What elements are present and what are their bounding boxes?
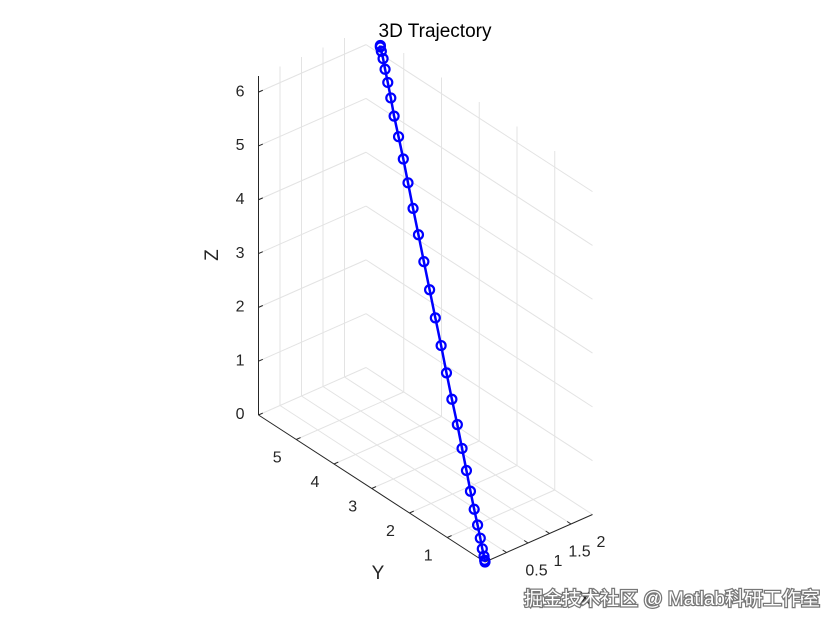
y-tick-label: 3 — [348, 499, 357, 516]
trajectory-line — [379, 45, 487, 563]
grid-line — [258, 367, 367, 416]
grid-line — [258, 259, 367, 308]
trajectory-marker — [446, 393, 458, 405]
z-tick — [258, 251, 264, 255]
x-tick-label: 2 — [597, 534, 606, 551]
y-tick — [296, 437, 301, 440]
y-tick-label: 4 — [311, 474, 320, 491]
grid-line — [258, 44, 367, 93]
z-tick-label: 4 — [236, 191, 245, 208]
axes: 0.5 1 1.5 2 1 2 3 4 5 0 1 2 3 4 5 6 — [236, 76, 606, 580]
plot-area — [374, 39, 491, 568]
z-tick — [258, 358, 264, 362]
grid-line — [365, 313, 593, 462]
x-tick-label: 0.5 — [525, 563, 547, 580]
grid-line — [258, 151, 367, 201]
trajectory-marker — [397, 153, 409, 165]
grid-line — [333, 416, 442, 465]
grid — [258, 38, 593, 553]
z-tick — [258, 89, 264, 93]
watermark: 掘金技术社区 @ Matlab科研工作室 — [524, 588, 820, 610]
trajectory-marker — [392, 131, 405, 143]
z-tick-label: 2 — [236, 299, 245, 316]
z-tick — [258, 305, 264, 308]
trajectory-marker — [418, 256, 430, 268]
x-tick — [566, 521, 572, 525]
chart-title: 3D Trajectory — [379, 21, 492, 42]
x-axis-line — [484, 514, 593, 563]
trajectory-marker — [464, 485, 477, 497]
z-axis-label: Z — [202, 249, 223, 261]
z-tick-label: 3 — [236, 245, 245, 262]
y-tick — [333, 461, 339, 465]
trajectory-marker — [456, 442, 468, 455]
trajectory-marker — [388, 110, 400, 122]
y-axis-label: Y — [372, 563, 385, 584]
trajectory-marker — [385, 92, 397, 104]
grid-line — [365, 151, 593, 300]
y-tick — [371, 486, 377, 489]
grid-line — [365, 98, 593, 246]
trajectory-marker — [468, 503, 480, 515]
grid-line — [365, 44, 593, 193]
trajectory-marker — [407, 202, 419, 214]
grid-line — [258, 97, 367, 147]
trajectory-marker — [476, 543, 488, 555]
grid-line — [409, 465, 518, 514]
trajectory-marker — [377, 53, 389, 65]
trajectory-marker — [429, 312, 441, 324]
grid-line — [296, 391, 404, 440]
x-tick — [545, 530, 550, 534]
z-tick-label: 5 — [236, 137, 245, 154]
z-tick — [258, 143, 264, 147]
z-tick-label: 6 — [236, 83, 245, 100]
trajectory-marker — [478, 550, 490, 562]
z-tick — [258, 412, 264, 416]
trajectory-marker — [440, 367, 453, 379]
grid-line — [365, 259, 593, 408]
x-axis-label: X — [579, 589, 592, 610]
trajectory-marker — [379, 63, 391, 75]
trajectory-marker — [451, 419, 463, 431]
z-tick-label: 0 — [236, 406, 245, 423]
grid-line — [365, 367, 593, 515]
grid-line — [258, 313, 367, 362]
y-tick-label: 1 — [424, 548, 433, 565]
y-tick-label: 5 — [273, 450, 282, 467]
z-tick — [258, 197, 264, 201]
x-tick — [523, 540, 529, 544]
y-tick — [409, 510, 415, 514]
trajectory-marker — [474, 532, 486, 544]
grid-line — [258, 205, 367, 255]
trajectory-marker — [412, 229, 425, 241]
y-tick-label: 2 — [386, 523, 395, 540]
grid-line — [365, 205, 593, 354]
grid-line — [447, 489, 555, 538]
x-tick-label: 1 — [554, 553, 563, 570]
x-tick-label: 1.5 — [568, 544, 590, 561]
trajectory-marker — [460, 464, 473, 477]
trajectory-marker — [435, 339, 447, 352]
trajectory-marker — [402, 177, 414, 189]
z-tick-label: 1 — [236, 352, 245, 369]
trajectory-marker — [424, 284, 436, 296]
y-tick — [447, 535, 452, 538]
x-tick — [502, 549, 507, 553]
trajectory-marker — [374, 39, 386, 52]
trajectory-marker — [382, 76, 394, 89]
trajectory-marker — [471, 519, 484, 531]
